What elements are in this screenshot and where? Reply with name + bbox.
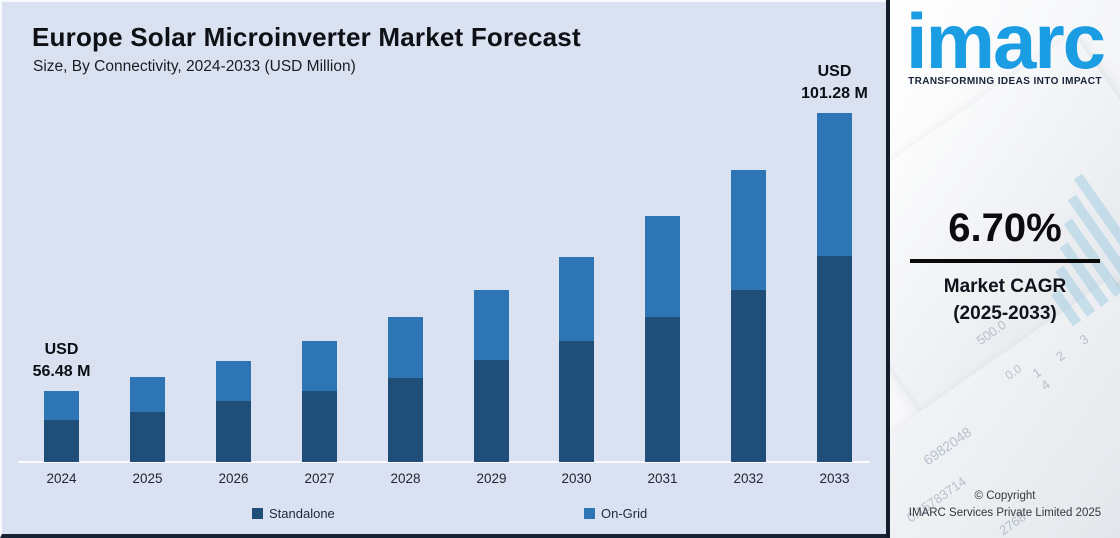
cagr-label-line1: Market CAGR — [943, 276, 1067, 297]
x-axis-baseline — [18, 461, 870, 463]
imarc-logo: imarc TRANSFORMING IDEAS INTO IMPACT — [890, 2, 1120, 87]
bar-segment-standalone — [302, 391, 337, 462]
x-tick-label: 2025 — [132, 471, 163, 486]
bar-segment-ongrid — [216, 361, 251, 401]
x-tick-label: 2024 — [46, 471, 77, 486]
bar-value-annotation: USD 101.28 M — [787, 61, 883, 105]
bar-value-annotation: USD 56.48 M — [14, 339, 110, 383]
annotation-currency: USD — [817, 63, 852, 80]
cagr-label-line2: (2025-2033) — [953, 303, 1057, 324]
bar-segment-standalone — [388, 378, 423, 462]
imarc-logo-tagline: TRANSFORMING IDEAS INTO IMPACT — [908, 76, 1102, 87]
legend-swatch-icon — [584, 508, 595, 519]
legend-swatch-icon — [252, 508, 263, 519]
cagr-divider-line — [910, 259, 1100, 263]
chart-panel: Europe Solar Microinverter Market Foreca… — [0, 0, 886, 538]
bar-segment-standalone — [645, 317, 680, 462]
bar-segment-ongrid — [302, 341, 337, 391]
x-tick-label: 2031 — [647, 471, 678, 486]
bar-segment-standalone — [44, 420, 79, 462]
bar-segment-standalone — [559, 341, 594, 462]
x-tick-label: 2026 — [218, 471, 249, 486]
bar-segment-ongrid — [817, 113, 852, 256]
x-tick-label: 2027 — [304, 471, 335, 486]
bar-segment-standalone — [474, 360, 509, 462]
bar-segment-ongrid — [130, 377, 165, 412]
cagr-block: 6.70% Market CAGR (2025-2033) — [890, 206, 1120, 327]
bar-segment-ongrid — [44, 391, 79, 420]
bar-segment-standalone — [731, 290, 766, 462]
imarc-logo-text: imarc — [905, 0, 1106, 85]
annotation-value: 101.28 M — [801, 85, 868, 102]
x-tick-label: 2032 — [733, 471, 764, 486]
bar-segment-ongrid — [474, 290, 509, 360]
panel-divider — [886, 0, 890, 538]
x-tick-label: 2030 — [561, 471, 592, 486]
legend-label: On-Grid — [601, 506, 648, 521]
annotation-value: 56.48 M — [32, 363, 91, 380]
sidebar: 500.0 0.0 1 2 3 4 6982048 0.15783714 2768 ima… — [890, 0, 1120, 538]
bar-segment-ongrid — [645, 216, 680, 317]
annotation-currency: USD — [44, 341, 79, 358]
bar-segment-ongrid — [388, 317, 423, 378]
bar-segment-standalone — [130, 412, 165, 462]
bar-segment-ongrid — [559, 257, 594, 341]
bar-segment-standalone — [216, 401, 251, 462]
cagr-value: 6.70% — [948, 206, 1062, 250]
page-title: Europe Solar Microinverter Market Foreca… — [32, 22, 581, 52]
legend-item-on-grid: On-Grid — [584, 506, 647, 521]
copyright: © Copyright IMARC Services Private Limit… — [890, 488, 1120, 522]
copyright-line1: © Copyright — [974, 490, 1036, 502]
page-subtitle: Size, By Connectivity, 2024-2033 (USD Mi… — [33, 58, 356, 75]
x-tick-label: 2033 — [819, 471, 850, 486]
legend-item-standalone: Standalone — [252, 506, 335, 521]
bar-segment-standalone — [817, 256, 852, 462]
legend-label: Standalone — [269, 506, 335, 521]
copyright-line2: IMARC Services Private Limited 2025 — [908, 507, 1102, 519]
x-tick-label: 2029 — [476, 471, 507, 486]
x-tick-label: 2028 — [390, 471, 421, 486]
bar-segment-ongrid — [731, 170, 766, 290]
